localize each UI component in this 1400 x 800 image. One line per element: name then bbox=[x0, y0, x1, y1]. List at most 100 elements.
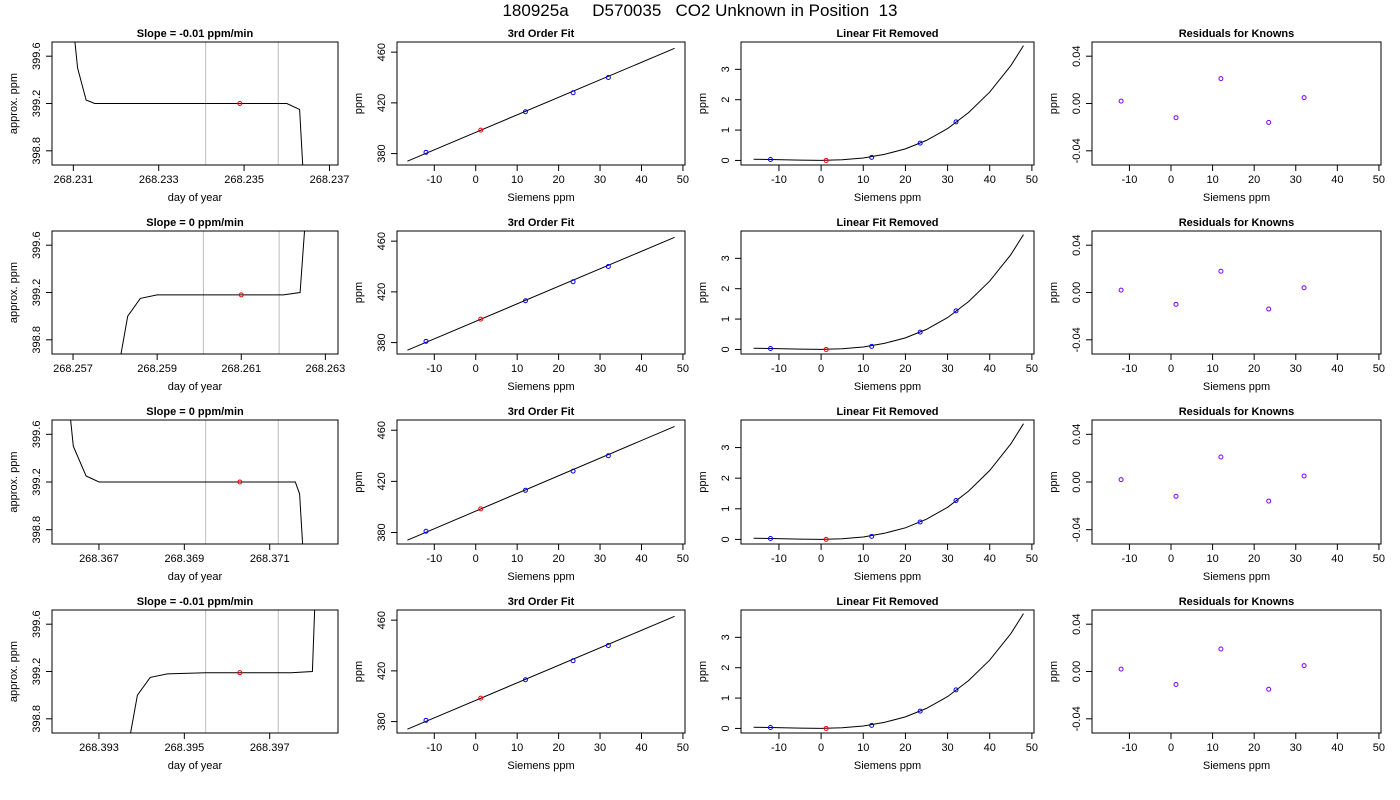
plot-frame bbox=[1091, 419, 1382, 545]
x-tick-label: -10 bbox=[1121, 553, 1137, 565]
y-tick-label: 398.8 bbox=[31, 326, 43, 354]
x-tick-label: 10 bbox=[1206, 363, 1218, 375]
known-point bbox=[522, 298, 528, 304]
residual-point bbox=[1173, 301, 1179, 307]
y-tick-label: 0.04 bbox=[1071, 613, 1083, 634]
x-tick-label: 30 bbox=[1290, 363, 1302, 375]
x-tick-label: 50 bbox=[1373, 742, 1385, 754]
x-tick-label: 40 bbox=[984, 553, 996, 565]
y-axis-label: ppm bbox=[1048, 471, 1060, 492]
sample-point bbox=[823, 536, 829, 542]
x-tick-label: 0 bbox=[473, 363, 479, 375]
x-tick-label: 20 bbox=[1248, 553, 1260, 565]
x-tick-label: -10 bbox=[426, 363, 442, 375]
known-point bbox=[953, 498, 959, 504]
x-tick-label: 20 bbox=[1248, 363, 1260, 375]
residual-point bbox=[1173, 115, 1179, 121]
trace-line bbox=[130, 610, 316, 733]
x-tick-label: 0 bbox=[818, 363, 824, 375]
panel-3: Linear Fit Removed -10 0 10 20 30 40 50 0 1 2 3 Siem… bbox=[697, 28, 1038, 204]
residual-point bbox=[1301, 285, 1307, 291]
x-tick-label: 268.371 bbox=[250, 553, 290, 565]
y-tick-label: 399.2 bbox=[31, 90, 43, 118]
sample-point bbox=[823, 157, 829, 163]
residual-point bbox=[1118, 98, 1124, 104]
x-tick-label: 268.393 bbox=[79, 742, 119, 754]
trace-line bbox=[70, 420, 304, 544]
plot-content bbox=[120, 231, 306, 354]
panel-title: 3rd Order Fit bbox=[508, 28, 575, 40]
y-tick-label: -0.04 bbox=[1071, 138, 1083, 163]
y-tick-label: 399.6 bbox=[31, 42, 43, 70]
x-tick-label: 10 bbox=[857, 742, 869, 754]
x-tick-label: 268.237 bbox=[310, 174, 350, 186]
residual-point bbox=[1173, 493, 1179, 499]
x-tick-label: 40 bbox=[1331, 553, 1343, 565]
sample-point bbox=[823, 725, 829, 731]
y-tick-label: 420 bbox=[376, 472, 388, 490]
known-point bbox=[605, 643, 611, 649]
x-axis-label: Siemens ppm bbox=[1203, 381, 1270, 393]
known-point bbox=[423, 717, 429, 723]
residual-point bbox=[1218, 454, 1224, 460]
curve-line bbox=[753, 423, 1024, 540]
residual-point bbox=[1266, 498, 1272, 504]
plot-content bbox=[1118, 76, 1307, 125]
y-tick-label: 399.6 bbox=[31, 421, 43, 449]
x-tick-label: 50 bbox=[1373, 553, 1385, 565]
residual-point bbox=[1218, 268, 1224, 274]
known-point bbox=[423, 528, 429, 534]
panel-title: Slope = -0.01 ppm/min bbox=[137, 28, 254, 40]
panel-8: Residuals for Knowns -10 0 10 20 30 40 50 -0.04 0… bbox=[1048, 217, 1385, 393]
panel-1: Slope = -0.01 ppm/min 268.231 268.233 268.2… bbox=[8, 28, 350, 204]
y-tick-label: 2 bbox=[720, 286, 732, 292]
x-tick-label: 268.257 bbox=[53, 363, 93, 375]
x-tick-label: 50 bbox=[1373, 363, 1385, 375]
plot-frame bbox=[1091, 609, 1382, 734]
y-axis-label: approx. ppm bbox=[8, 262, 20, 323]
y-tick-label: 399.2 bbox=[31, 658, 43, 686]
y-tick-label: 2 bbox=[720, 665, 732, 671]
y-tick-label: 399.6 bbox=[31, 231, 43, 259]
x-tick-label: 268.235 bbox=[224, 174, 264, 186]
y-tick-label: 399.2 bbox=[31, 468, 43, 496]
trace-line bbox=[120, 231, 306, 354]
y-tick-label: 420 bbox=[376, 94, 388, 112]
fit-line bbox=[407, 615, 675, 730]
curve-line bbox=[753, 45, 1024, 161]
x-tick-label: 50 bbox=[1026, 553, 1038, 565]
y-axis-label: ppm bbox=[697, 661, 709, 682]
x-tick-label: -10 bbox=[426, 174, 442, 186]
y-axis-label: ppm bbox=[353, 471, 365, 492]
plot-content bbox=[70, 420, 304, 544]
x-tick-label: 10 bbox=[857, 363, 869, 375]
y-tick-label: 420 bbox=[376, 283, 388, 301]
x-axis-label: Siemens ppm bbox=[507, 192, 574, 204]
known-point bbox=[522, 109, 528, 115]
x-tick-label: 20 bbox=[552, 174, 564, 186]
known-point bbox=[953, 119, 959, 125]
panel-title: 3rd Order Fit bbox=[508, 596, 575, 608]
plot-content bbox=[74, 42, 304, 165]
plot-frame bbox=[740, 41, 1035, 166]
y-axis-label: ppm bbox=[353, 661, 365, 682]
panel-5: Slope = 0 ppm/min 268.257 268.259 268.261 26… bbox=[8, 217, 345, 393]
known-point bbox=[768, 157, 774, 163]
y-tick-label: 398.8 bbox=[31, 705, 43, 733]
x-tick-label: 40 bbox=[1331, 174, 1343, 186]
x-tick-label: 30 bbox=[594, 363, 606, 375]
plot-frame bbox=[396, 609, 686, 734]
plot-frame bbox=[1091, 230, 1382, 355]
plot-content bbox=[1118, 646, 1307, 692]
panel-9: Slope = 0 ppm/min 268.367 268.369 268.371 39… bbox=[8, 406, 339, 583]
x-tick-label: 10 bbox=[857, 553, 869, 565]
x-tick-label: 30 bbox=[594, 742, 606, 754]
y-axis-label: ppm bbox=[697, 471, 709, 492]
x-tick-label: 0 bbox=[473, 553, 479, 565]
residual-point bbox=[1218, 76, 1224, 82]
x-tick-label: 268.259 bbox=[137, 363, 177, 375]
y-tick-label: 380 bbox=[376, 144, 388, 162]
sample-point bbox=[823, 346, 829, 352]
x-axis-label: day of year bbox=[168, 571, 223, 583]
known-point bbox=[605, 75, 611, 81]
